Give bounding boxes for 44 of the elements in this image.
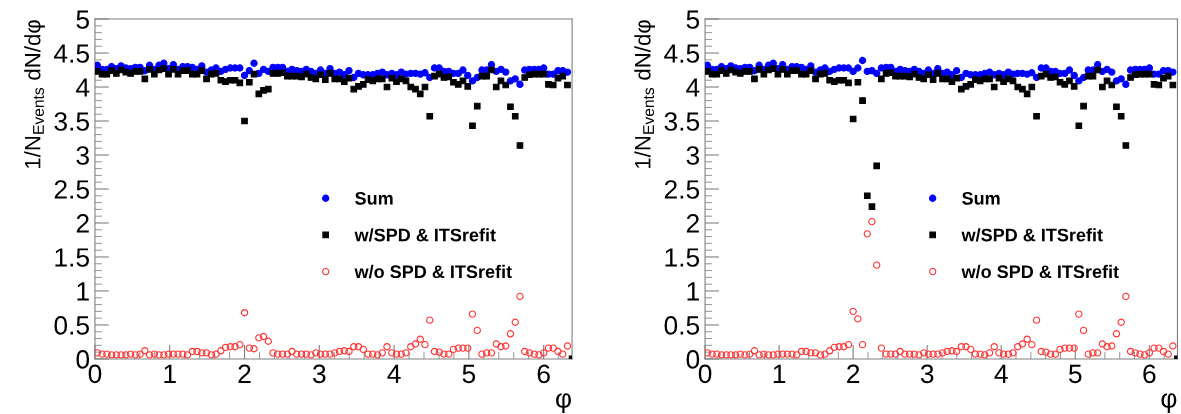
y-tick-label: 0	[686, 350, 700, 369]
y-tick-label: 3.5	[54, 112, 89, 131]
y-tick-label: 2	[686, 214, 699, 233]
legend-label: w/SPD & ITSrefit	[961, 228, 1103, 242]
x-tick-label: 2	[847, 364, 860, 383]
legend-label: w/o SPD & ITSrefit	[354, 264, 512, 279]
y-tick-label: 0.5	[664, 316, 700, 335]
y-tick-label: 1	[687, 282, 699, 301]
y-tick-label: 2.5	[664, 180, 700, 199]
y-tick-label: 4	[686, 78, 700, 97]
y-axis-title: 1/N$_{Events}$ dN/dφ	[24, 20, 45, 169]
x-tick-label: 3	[312, 364, 326, 384]
y-tick-label: 3	[76, 146, 89, 165]
y-tick-label: 2	[76, 214, 89, 233]
y-tick-label: 1.5	[665, 248, 700, 267]
x-tick-label: 1	[773, 364, 786, 383]
x-tick-label: 6	[537, 364, 550, 384]
x-axis-title: φ	[556, 393, 571, 413]
y-tick-label: 0.5	[54, 316, 89, 335]
x-tick-label: 6	[1143, 364, 1156, 384]
x-tick-label: 5	[462, 364, 476, 384]
y-tick-label: 3.5	[664, 112, 700, 131]
y-tick-label: 0	[76, 350, 90, 369]
y-tick-label: 4	[76, 78, 90, 97]
y-tick-label: 5	[76, 10, 89, 29]
legend-label: Sum	[355, 191, 393, 205]
x-tick-label: 5	[1068, 364, 1082, 384]
y-tick-label: 5	[686, 10, 700, 29]
x-axis-title: φ	[1161, 393, 1177, 413]
x-tick-label: 1	[164, 364, 176, 383]
x-tick-label: 2	[238, 364, 251, 383]
y-axis-title: 1/N$_{Events}$ dN/dφ	[634, 20, 656, 169]
y-tick-label: 1	[77, 282, 89, 301]
y-tick-label: 4.5	[664, 44, 700, 63]
legend-label: w/SPD & ITSrefit	[354, 228, 496, 242]
x-tick-label: 3	[920, 364, 934, 384]
legend-label: w/o SPD & ITSrefit	[961, 264, 1119, 279]
y-tick-label: 3	[686, 146, 700, 165]
x-tick-label: 4	[387, 364, 401, 383]
y-tick-label: 4.5	[54, 44, 89, 63]
y-tick-label: 1.5	[55, 248, 89, 267]
y-tick-label: 2.5	[54, 180, 89, 199]
x-tick-label: 4	[994, 364, 1008, 383]
legend-label: Sum	[962, 191, 1000, 205]
